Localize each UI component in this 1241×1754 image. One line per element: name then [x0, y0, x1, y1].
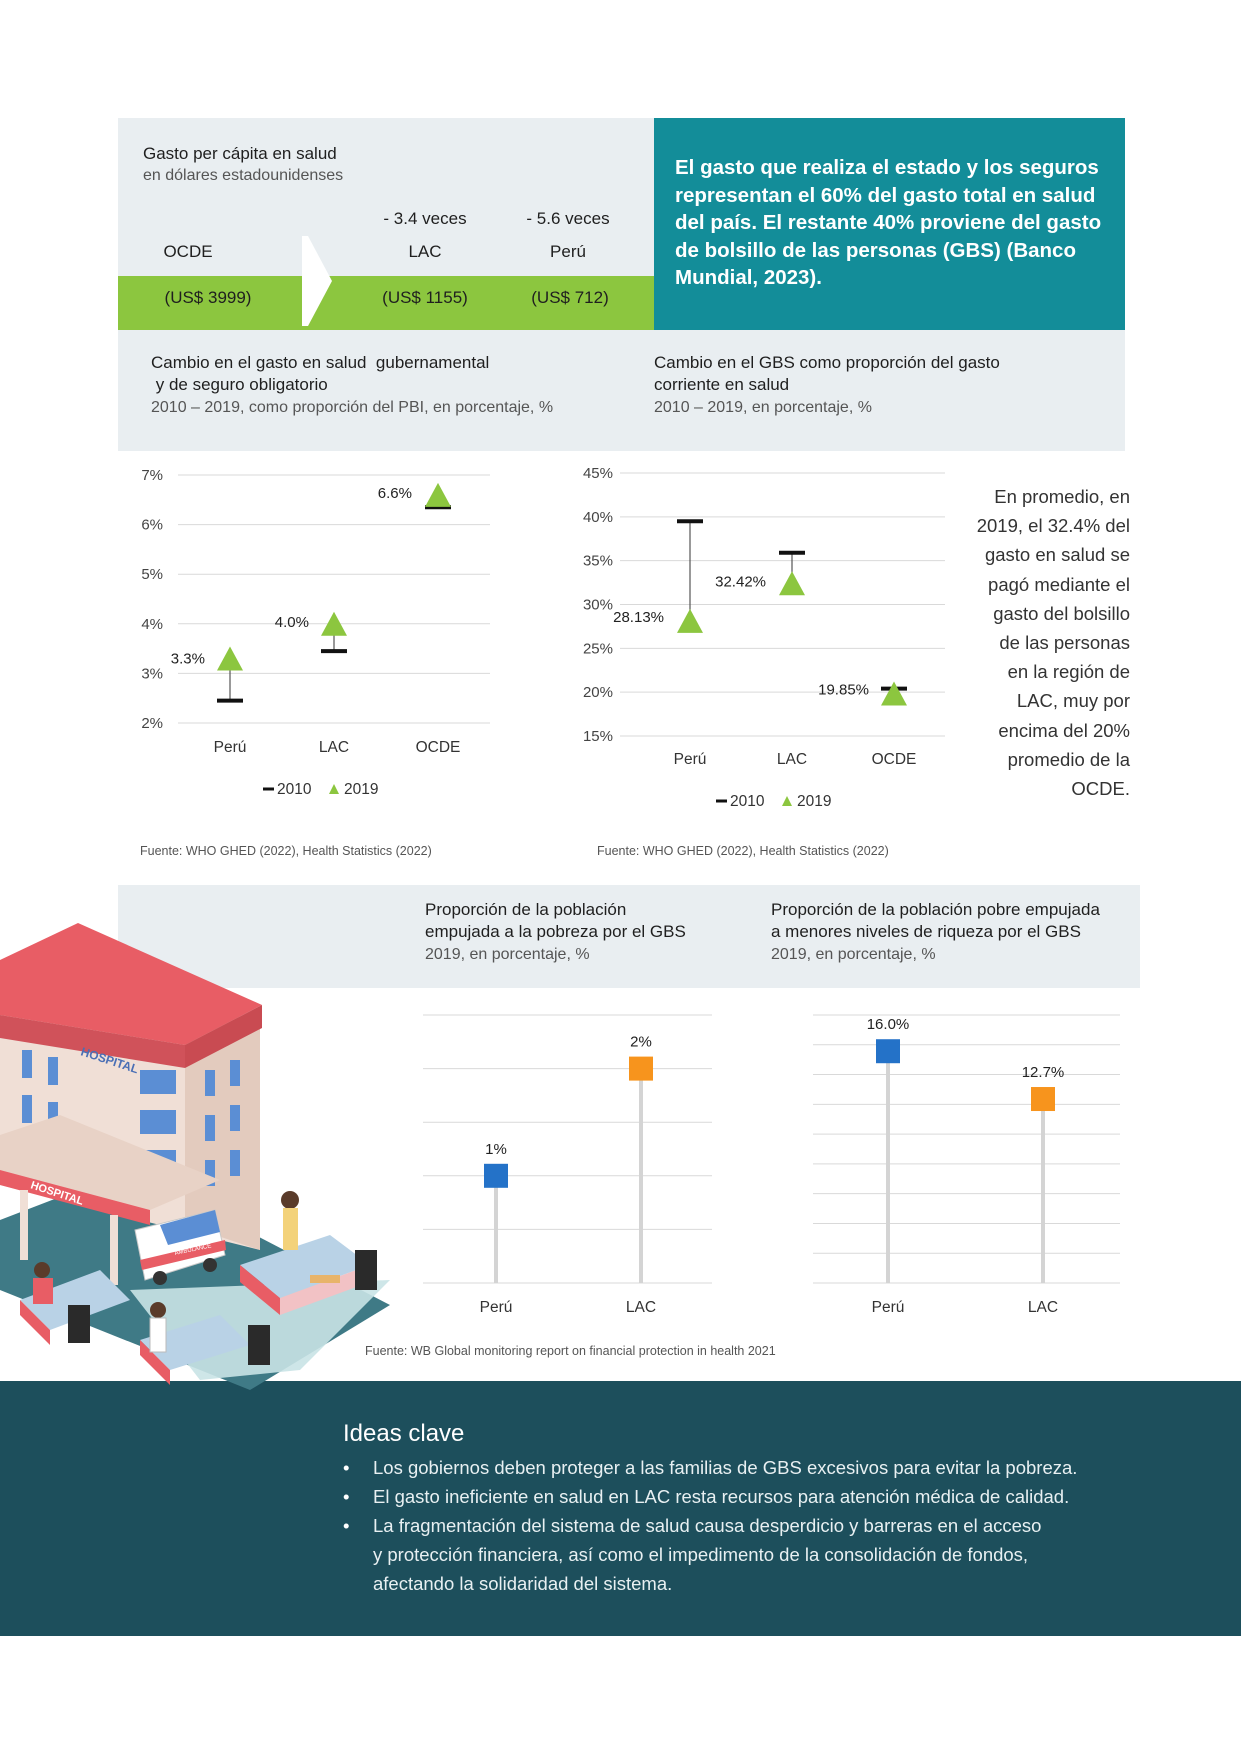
legend-label: 2019 — [797, 793, 831, 810]
data-label: 16.0% — [867, 1016, 910, 1033]
data-label: 3.3% — [171, 651, 205, 668]
legend-label: 2010 — [730, 793, 765, 810]
data-label: 19.85% — [818, 681, 869, 698]
panel4-subtitle: 2019, en porcentaje, % — [771, 946, 936, 963]
legend-label: 2010 — [277, 781, 312, 798]
x-category-label: LAC — [626, 1299, 656, 1316]
panel3-subtitle: 2019, en porcentaje, % — [425, 946, 590, 963]
percapita-title: Gasto per cápita en salud — [143, 144, 337, 163]
y-tick-label: 3% — [141, 665, 163, 682]
x-category-label: Perú — [480, 1299, 513, 1316]
x-category-label: LAC — [1028, 1299, 1058, 1316]
marker-2019 — [779, 571, 805, 596]
lollipop-marker — [629, 1056, 653, 1081]
percapita-chevron — [302, 236, 332, 326]
percapita-value-lac: (US$ 1155) — [382, 288, 468, 307]
data-label: 32.42% — [715, 573, 766, 590]
panel2-subtitle: 2010 – 2019, en porcentaje, % — [654, 399, 872, 416]
legend-swatch-2019 — [782, 796, 792, 806]
chart-gov-health-spending: 7% 6% 5% 4% 3% 2% 3.3% Perú 4.0% LAC 6.6% OCDE 2010 2… — [141, 467, 490, 798]
y-tick-label: 4% — [141, 616, 163, 633]
y-tick-label: 2% — [141, 715, 163, 732]
percapita-multiplier-peru: - 5.6 veces — [526, 209, 610, 228]
idea-item: Los gobiernos deben proteger a las famil… — [343, 1453, 1203, 1482]
chart-poor-wealth-push: 16.0% Perú 12.7% LAC — [813, 1014, 1120, 1316]
x-category-label: Perú — [214, 739, 247, 756]
highlight-box — [654, 118, 1125, 330]
panel1-subtitle: 2010 – 2019, como proporción del PBI, en… — [151, 399, 554, 416]
marker-2019 — [425, 482, 451, 507]
data-label: 12.7% — [1022, 1064, 1065, 1081]
marker-2019 — [321, 611, 347, 636]
y-tick-label: 15% — [583, 728, 613, 745]
marker-2019 — [881, 681, 907, 706]
x-category-label: LAC — [777, 751, 807, 768]
source-chart3-4: Fuente: WB Global monitoring report on f… — [365, 1344, 776, 1358]
y-tick-label: 6% — [141, 517, 163, 534]
x-category-label: Perú — [872, 1299, 905, 1316]
y-tick-label: 45% — [583, 465, 613, 482]
y-tick-label: 35% — [583, 553, 613, 570]
source-chart2: Fuente: WHO GHED (2022), Health Statisti… — [597, 844, 889, 858]
percapita-label-lac: LAC — [408, 242, 442, 261]
marker-2019 — [677, 608, 703, 633]
ambulance-icon: AMBULANCE — [134, 1209, 226, 1285]
x-category-label: OCDE — [872, 751, 917, 768]
chart-oop-share: 45% 40% 35% 30% 25% 20% 15% 28.13% Perú 32.42% LAC… — [583, 465, 945, 810]
percapita-label-peru: Perú — [550, 242, 586, 261]
panel2-title: Cambio en el GBS como proporción del gas… — [654, 353, 1000, 394]
percapita-label-ocde: OCDE — [163, 242, 213, 261]
panel3-title: Proporción de la población empujada a la… — [425, 900, 686, 941]
y-tick-label: 5% — [141, 566, 163, 583]
x-category-label: LAC — [319, 739, 349, 756]
data-label: 2% — [630, 1034, 652, 1051]
charts-header-panel — [118, 330, 1125, 451]
percapita-subtitle: en dólares estadounidenses — [143, 167, 344, 184]
y-tick-label: 30% — [583, 597, 613, 614]
data-label: 1% — [485, 1141, 507, 1158]
idea-item: El gasto ineficiente en salud en LAC res… — [343, 1482, 1203, 1511]
panel4-title: Proporción de la población pobre empujad… — [771, 900, 1100, 941]
lollipop-marker — [484, 1163, 508, 1188]
y-tick-label: 20% — [583, 684, 613, 701]
side-note: En promedio, en 2019, el 32.4% del gasto… — [976, 486, 1130, 800]
percapita-value-peru: (US$ 712) — [531, 288, 609, 307]
ideas-title: Ideas clave — [343, 1420, 465, 1447]
marker-2019 — [217, 646, 243, 671]
percapita-value-ocde: (US$ 3999) — [164, 288, 252, 307]
x-category-label: Perú — [674, 751, 707, 768]
idea-item: La fragmentación del sistema de salud ca… — [343, 1511, 1203, 1598]
highlight-text: El gasto que realiza el estado y los seg… — [675, 156, 1102, 289]
hospital-illustration-icon: HOSPITAL HOSPITAL AMBULANCE — [0, 923, 390, 1390]
hospital-beds-icon — [20, 1191, 377, 1385]
source-chart1: Fuente: WHO GHED (2022), Health Statisti… — [140, 844, 432, 858]
y-tick-label: 7% — [141, 467, 163, 484]
data-label: 28.13% — [613, 609, 664, 626]
percapita-green-band — [118, 276, 654, 330]
legend-label: 2019 — [344, 781, 378, 798]
hospital-illustration: HOSPITAL HOSPITAL AMBULANCE — [0, 923, 390, 1390]
data-label: 4.0% — [275, 614, 309, 631]
x-category-label: OCDE — [416, 739, 461, 756]
lower-header-panel — [118, 885, 1140, 988]
legend-swatch-2019 — [329, 784, 339, 794]
percapita-multiplier-lac: - 3.4 veces — [383, 209, 467, 228]
y-tick-label: 25% — [583, 640, 613, 657]
ideas-list: Los gobiernos deben proteger a las famil… — [343, 1453, 1203, 1598]
data-label: 6.6% — [378, 485, 412, 502]
lollipop-marker — [876, 1039, 900, 1064]
panel1-title: Cambio en el gasto en salud gubernamenta… — [151, 353, 490, 394]
lollipop-marker — [1031, 1087, 1055, 1112]
chart-poverty-push: 1% Perú 2% LAC — [423, 1014, 712, 1316]
y-tick-label: 40% — [583, 509, 613, 526]
